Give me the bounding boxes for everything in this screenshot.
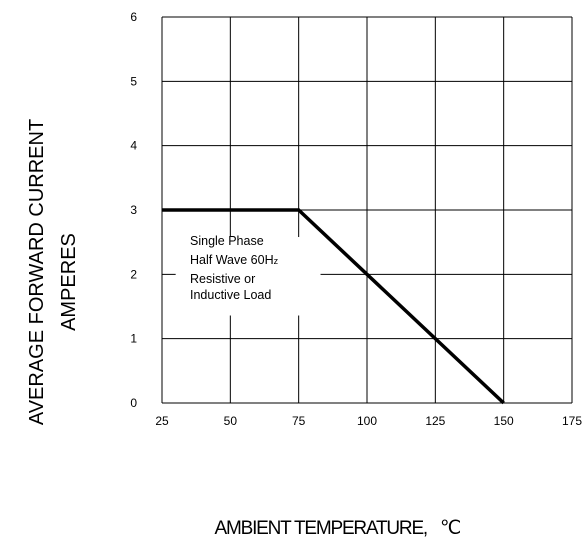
x-axis-unit: ℃: [440, 518, 461, 539]
annotation-line-2-text: Half Wave 60H: [190, 253, 274, 267]
series-group: [162, 208, 505, 405]
x-tick-label-1: 50: [224, 414, 238, 428]
y-tick-label-6: 6: [130, 10, 137, 24]
x-tick-labels: 25 50 75 100 125 150 175: [155, 414, 582, 428]
y-tick-label-5: 5: [130, 74, 137, 88]
y-tick-label-2: 2: [130, 267, 137, 281]
y-tick-label-4: 4: [130, 139, 137, 153]
annotation-line-4: Inductive Load: [190, 288, 271, 302]
y-axis-title-line-2: AMPERES: [58, 233, 80, 331]
annotation-line-2: Half Wave 60Hz: [190, 253, 279, 267]
y-tick-label-0: 0: [130, 396, 137, 410]
y-tick-label-1: 1: [130, 332, 137, 346]
x-tick-label-6: 175: [562, 414, 582, 428]
annotation-background: [175, 237, 321, 316]
y-axis-title-line-1: AVERAGE FORWARD CURRENT: [26, 119, 48, 425]
x-tick-label-0: 25: [155, 414, 169, 428]
x-axis-title: AMBIENT TEMPERATURE,: [215, 518, 427, 539]
x-tick-label-4: 125: [425, 414, 445, 428]
x-tick-label-3: 100: [357, 414, 377, 428]
annotation-subscript: z: [274, 256, 279, 266]
annotation-line-3: Resistive or: [190, 272, 255, 286]
y-tick-labels: 0 1 2 3 4 5 6: [130, 10, 137, 410]
series-line-0: [162, 208, 505, 405]
annotation-line-1: Single Phase: [190, 234, 264, 248]
x-tick-label-2: 75: [292, 414, 306, 428]
y-tick-label-3: 3: [130, 203, 137, 217]
x-tick-label-5: 150: [494, 414, 514, 428]
